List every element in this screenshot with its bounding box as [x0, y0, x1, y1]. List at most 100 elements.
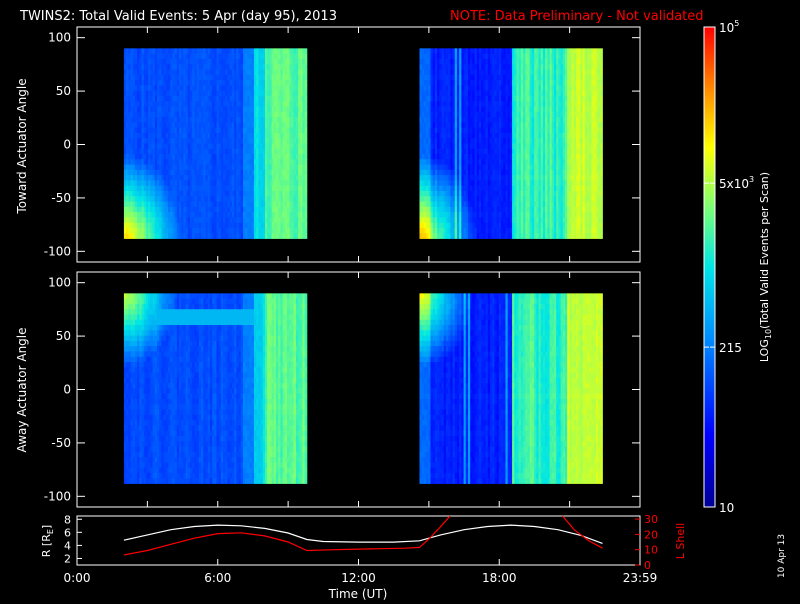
- heatmap-cell: [295, 111, 299, 118]
- heatmap-cell: [181, 64, 184, 70]
- heatmap-cell: [534, 74, 537, 81]
- heatmap-cell: [487, 180, 491, 187]
- heatmap-cell: [300, 175, 303, 181]
- heatmap-cell: [423, 201, 427, 208]
- heatmap-cell: [419, 185, 423, 192]
- heatmap-cell: [251, 185, 255, 192]
- heatmap-cell: [304, 212, 308, 218]
- heatmap-cell: [439, 201, 442, 208]
- heatmap-cell: [300, 90, 303, 97]
- heatmap-cell: [501, 53, 504, 60]
- heatmap-cell: [426, 233, 429, 239]
- heatmap-cell: [234, 175, 237, 181]
- heatmap-cell: [214, 201, 217, 208]
- heatmap-cell: [474, 95, 478, 102]
- heatmap-cell: [293, 153, 297, 160]
- heatmap-cell: [481, 190, 484, 197]
- heatmap-cell: [253, 101, 257, 107]
- heatmap-cell: [251, 196, 255, 202]
- heatmap-cell: [231, 175, 235, 181]
- heatmap-cell: [251, 169, 255, 176]
- heatmap-cell: [253, 180, 257, 187]
- heatmap-cell: [209, 53, 213, 60]
- heatmap-cell: [298, 48, 301, 55]
- heatmap-cell: [428, 143, 431, 150]
- heatmap-cell: [461, 122, 464, 128]
- heatmap-cell: [190, 106, 193, 113]
- heatmap-cell: [421, 53, 425, 60]
- heatmap-cell: [196, 69, 200, 76]
- heatmap-cell: [198, 222, 202, 229]
- heatmap-cell: [225, 90, 228, 97]
- heatmap-cell: [183, 111, 187, 118]
- heatmap-cell: [258, 111, 261, 118]
- heatmap-cell: [196, 80, 200, 86]
- heatmap-cell: [485, 111, 489, 118]
- heatmap-cell: [490, 206, 493, 213]
- heatmap-cell: [430, 117, 434, 123]
- heatmap-cell: [293, 159, 297, 165]
- heatmap-cell: [251, 101, 255, 107]
- heatmap-cell: [287, 227, 290, 234]
- heatmap-cell: [289, 212, 292, 218]
- heatmap-cell: [205, 90, 209, 97]
- heatmap-cell: [284, 201, 288, 208]
- heatmap-cell: [128, 159, 131, 165]
- heatmap-cell: [262, 117, 266, 123]
- heatmap-cell: [123, 196, 127, 202]
- heatmap-cell: [218, 212, 222, 218]
- heatmap-cell: [461, 106, 464, 113]
- heatmap-cell: [161, 117, 164, 123]
- heatmap-cell: [514, 117, 517, 123]
- heatmap-cell: [459, 85, 462, 92]
- heatmap-cell: [134, 138, 138, 144]
- heatmap-cell: [490, 175, 493, 181]
- heatmap-cell: [467, 106, 471, 113]
- heatmap-cell: [159, 101, 162, 107]
- heatmap-cell: [298, 117, 301, 123]
- heatmap-cell: [168, 164, 171, 171]
- heatmap-cell: [536, 117, 539, 123]
- heatmap-cell: [514, 143, 517, 150]
- heatmap-cell: [172, 222, 176, 229]
- heatmap-cell: [234, 117, 237, 123]
- heatmap-cell: [198, 64, 202, 70]
- heatmap-cell: [212, 122, 215, 128]
- heatmap-cell: [236, 217, 239, 224]
- heatmap-cell: [229, 127, 233, 134]
- heatmap-cell: [240, 85, 244, 92]
- heatmap-cell: [271, 132, 275, 139]
- heatmap-cell: [223, 95, 226, 102]
- heatmap-cell: [128, 48, 131, 55]
- heatmap-cell: [456, 201, 460, 208]
- heatmap-cell: [247, 127, 250, 134]
- heatmap-cell: [278, 53, 281, 60]
- heatmap-cell: [249, 227, 253, 234]
- heatmap-cell: [291, 196, 295, 202]
- heatmap-cell: [253, 169, 257, 176]
- heatmap-cell: [231, 217, 235, 224]
- heatmap-cell: [456, 48, 460, 55]
- heatmap-cell: [428, 185, 431, 192]
- heatmap-cell: [498, 80, 502, 86]
- heatmap-cell: [262, 143, 266, 150]
- heatmap-cell: [496, 48, 500, 55]
- heatmap-cell: [159, 164, 162, 171]
- heatmap-cell: [227, 185, 231, 192]
- heatmap-cell: [134, 164, 138, 171]
- heatmap-cell: [434, 101, 438, 107]
- heatmap-cell: [452, 175, 456, 181]
- heatmap-cell: [209, 101, 213, 107]
- heatmap-cell: [470, 138, 473, 144]
- heatmap-cell: [463, 164, 467, 171]
- heatmap-cell: [143, 127, 147, 134]
- heatmap-cell: [509, 106, 513, 113]
- heatmap-cell: [154, 138, 158, 144]
- heatmap-cell: [276, 217, 279, 224]
- heatmap-cell: [523, 95, 526, 102]
- heatmap-cell: [148, 222, 151, 229]
- heatmap-cell: [218, 153, 222, 160]
- heatmap-cell: [234, 164, 237, 171]
- heatmap-cell: [426, 169, 429, 176]
- heatmap-cell: [538, 164, 542, 171]
